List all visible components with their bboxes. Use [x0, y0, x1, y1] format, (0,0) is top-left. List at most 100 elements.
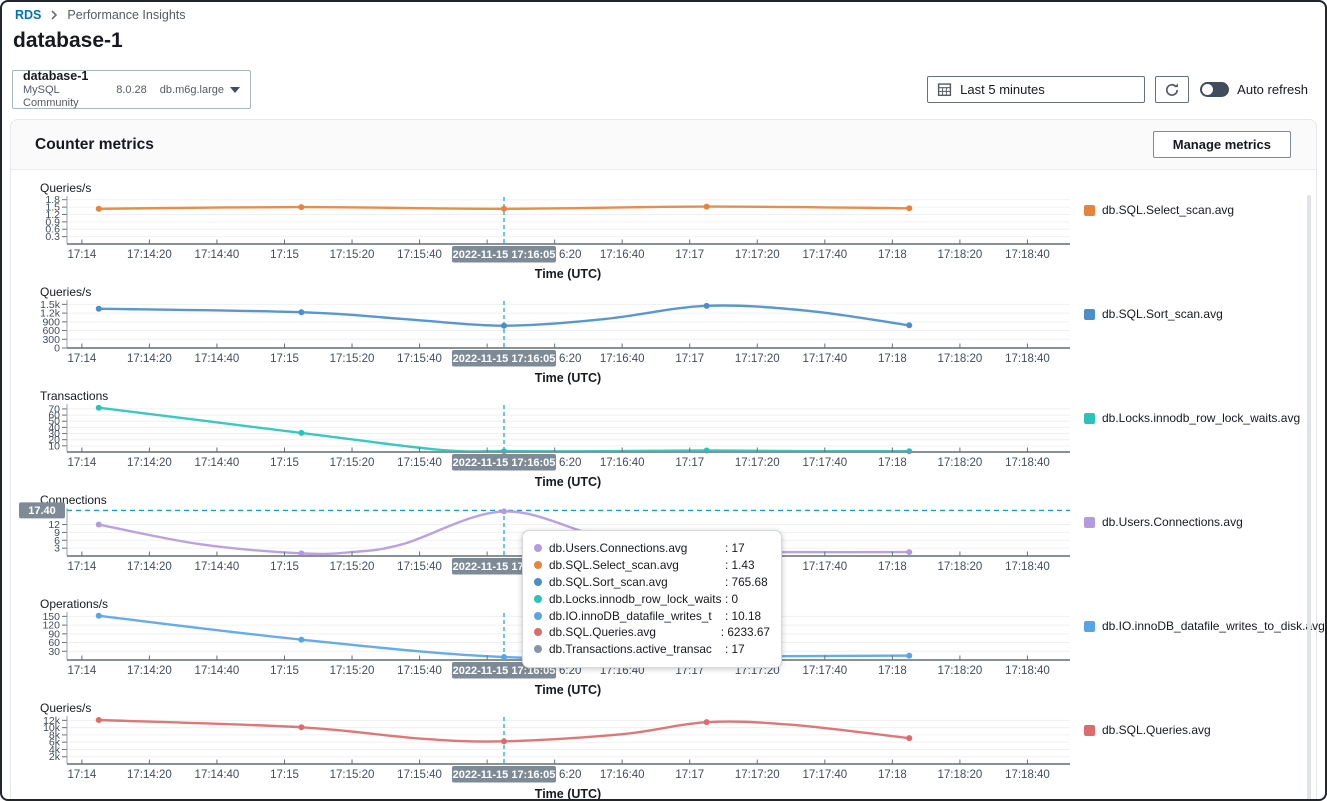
- breadcrumb-rds-link[interactable]: RDS: [15, 8, 42, 22]
- x-tick-label: 17:14: [67, 249, 96, 261]
- x-tick-label: 17:17:40: [802, 353, 847, 365]
- y-tick-label: 20: [48, 434, 60, 446]
- x-tick-label: 17:15: [270, 769, 299, 781]
- data-point: [95, 305, 102, 312]
- y-tick-label: 12k: [43, 715, 61, 727]
- x-tick-label: 17:18:20: [938, 457, 983, 469]
- chart-y-axis-title: Queries/s: [40, 181, 92, 195]
- chart-y-axis-title: Operations/s: [40, 597, 109, 611]
- legend-item[interactable]: db.Locks.innodb_row_lock_waits.avg: [1084, 411, 1300, 425]
- y-tick-label: 3: [54, 543, 60, 555]
- charts-scrollbar[interactable]: [1307, 195, 1311, 799]
- x-tick-label: 17:15:40: [397, 249, 442, 261]
- auto-refresh-toggle[interactable]: [1200, 82, 1230, 97]
- y-tick-label: 70: [48, 403, 60, 415]
- data-point: [500, 205, 507, 212]
- x-tick-label: 17:17:40: [802, 769, 847, 781]
- refresh-button[interactable]: [1155, 76, 1190, 103]
- selected-timestamp-label: 2022-11-15 17:16:05: [453, 457, 556, 469]
- legend-item[interactable]: db.Users.Connections.avg: [1084, 515, 1243, 529]
- x-axis-title: Time (UTC): [534, 267, 602, 281]
- chart-y-axis-title: Transactions: [40, 389, 109, 403]
- legend-item[interactable]: db.SQL.Queries.avg: [1084, 723, 1211, 737]
- legend-label: db.SQL.Queries.avg: [1102, 723, 1211, 737]
- x-tick-label: 17:14:40: [195, 665, 240, 677]
- x-tick-label: 17:15: [270, 249, 299, 261]
- data-point: [298, 309, 305, 316]
- y-tick-label: 8k: [49, 729, 61, 741]
- data-point: [703, 203, 710, 210]
- data-point: [500, 654, 507, 661]
- chart-y-axis-title: Connections: [40, 493, 107, 507]
- x-tick-label: 17:15: [270, 665, 299, 677]
- y-tick-label: 30: [48, 646, 60, 658]
- x-tick-label: 17:17:40: [802, 561, 847, 573]
- x-tick-label: 17:15: [270, 561, 299, 573]
- x-tick-label: 17:14: [67, 665, 96, 677]
- x-tick-label: 17:14: [67, 769, 96, 781]
- legend-label: db.SQL.Sort_scan.avg: [1102, 307, 1223, 321]
- tooltip-series-value: : 6233.67: [720, 625, 770, 640]
- x-tick-label: 17:14: [67, 353, 96, 365]
- x-tick-label: 17:18:20: [938, 561, 983, 573]
- legend-swatch: [1084, 620, 1095, 632]
- legend-item[interactable]: db.IO.innoDB_datafile_writes_to_disk.avg: [1084, 619, 1325, 633]
- selected-timestamp-label: 2022-11-15 17:16:05: [453, 665, 556, 677]
- x-tick-label: 17:17:20: [735, 665, 780, 677]
- x-tick-label: 17:15:40: [397, 769, 442, 781]
- data-point: [298, 429, 305, 436]
- tooltip-series-dot: [534, 544, 542, 553]
- legend-swatch: [1084, 412, 1095, 424]
- chart-row: Queries/s 1.8 1.5 1.2 0.9 0.6 0.3 17:14 17:14:20…: [11, 182, 1316, 286]
- y-tick-label: 150: [42, 611, 60, 623]
- x-axis-title: Time (UTC): [534, 683, 602, 697]
- y-tick-label: 6k: [49, 737, 61, 749]
- x-tick-label: 17:15:20: [330, 665, 375, 677]
- x-tick-label: 17:16:40: [600, 665, 645, 677]
- tooltip-row: db.Locks.innodb_row_lock_waits: 0: [534, 590, 770, 607]
- data-point: [703, 302, 710, 309]
- chart-canvas[interactable]: 1.81.51.20.90.60.3 17:14 17:14:20 17:14:40 1…: [11, 194, 1071, 266]
- counter-metrics-panel: Counter metrics Manage metrics Queries/s…: [10, 119, 1325, 799]
- y-tick-label: 6: [54, 535, 60, 547]
- x-tick-label: 17:14:20: [127, 249, 172, 261]
- x-tick-label: 17:15: [270, 353, 299, 365]
- page-title: database-1: [13, 29, 123, 52]
- x-tick-label: 17:15:20: [330, 249, 375, 261]
- legend-item[interactable]: db.SQL.Sort_scan.avg: [1084, 307, 1223, 321]
- manage-metrics-button[interactable]: Manage metrics: [1152, 131, 1291, 158]
- db-selector[interactable]: database-1 MySQL Community 8.0.28 db.m6g…: [12, 69, 251, 109]
- db-engine: MySQL Community: [23, 84, 79, 109]
- db-version: 8.0.28: [116, 84, 147, 96]
- y-tick-label: 1.2: [45, 209, 60, 221]
- x-tick-label-clipped: 6:20: [559, 665, 581, 677]
- x-tick-label: 17:18:20: [938, 665, 983, 677]
- legend-item[interactable]: db.SQL.Select_scan.avg: [1084, 203, 1234, 217]
- x-tick-label: 17:18:40: [1005, 665, 1050, 677]
- data-point: [500, 508, 507, 515]
- x-tick-label: 17:18:40: [1005, 769, 1050, 781]
- data-point: [95, 521, 102, 528]
- tooltip-series-value: : 17: [725, 541, 745, 556]
- time-range-picker[interactable]: Last 5 minutes: [927, 76, 1146, 103]
- y-tick-label: 9: [54, 527, 60, 539]
- chart-row: Queries/s 1.5k 1.2k 900 600 300 0 17:14 17:14:20…: [11, 286, 1316, 390]
- x-tick-label: 17:15:20: [330, 457, 375, 469]
- x-tick-label: 17:17:20: [735, 457, 780, 469]
- x-tick-label: 17:17: [675, 457, 704, 469]
- x-tick-label: 17:14:40: [195, 457, 240, 469]
- legend-label: db.SQL.Select_scan.avg: [1102, 203, 1235, 217]
- x-tick-label: 17:18: [878, 249, 907, 261]
- y-tick-label: 120: [42, 620, 60, 632]
- y-tick-label: 2k: [49, 751, 61, 763]
- tooltip-series-dot: [534, 594, 542, 603]
- x-tick-label: 17:18: [878, 353, 907, 365]
- x-tick-label: 17:16:40: [600, 353, 645, 365]
- data-point: [298, 204, 305, 211]
- refresh-icon: [1166, 82, 1179, 96]
- x-tick-label: 17:17:20: [735, 353, 780, 365]
- x-tick-label: 17:17: [675, 769, 704, 781]
